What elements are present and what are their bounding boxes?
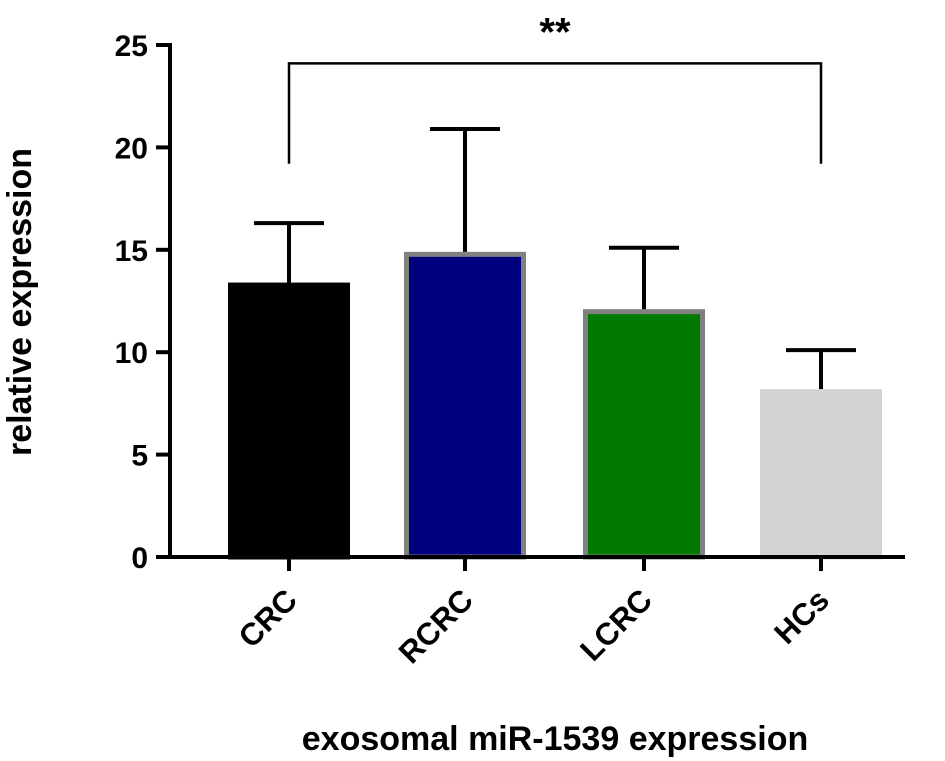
significance-label: ** [539,10,571,54]
y-tick-label-20: 20 [115,132,148,165]
y-axis-title: relative expression [1,148,39,456]
bar-lcrc [583,309,705,560]
error-bar-crc [254,221,324,283]
y-tick-label-15: 15 [115,235,148,268]
error-bar-lcrc [609,245,679,310]
error-bars-layer [254,126,856,390]
bar-crc [228,282,350,560]
bars-layer [228,251,882,560]
x-tick-label-rcrc: RCRC [392,582,480,670]
x-tick-label-hcs: HCs [767,582,836,651]
error-bar-hcs [786,348,856,390]
x-axis-title: exosomal miR-1539 expression [302,720,808,758]
significance-layer: ** [287,10,823,164]
y-tick-label-10: 10 [115,337,148,370]
error-bar-rcrc [430,126,500,252]
y-tick-label-0: 0 [131,542,148,575]
y-tick-label-25: 25 [115,30,148,63]
x-tick-label-lcrc: LCRC [573,582,659,668]
y-tick-label-5: 5 [131,440,148,473]
significance-bracket [287,62,823,164]
bar-rcrc [404,251,526,560]
x-tick-label-crc: CRC [232,582,304,654]
bar-hcs [760,389,882,560]
